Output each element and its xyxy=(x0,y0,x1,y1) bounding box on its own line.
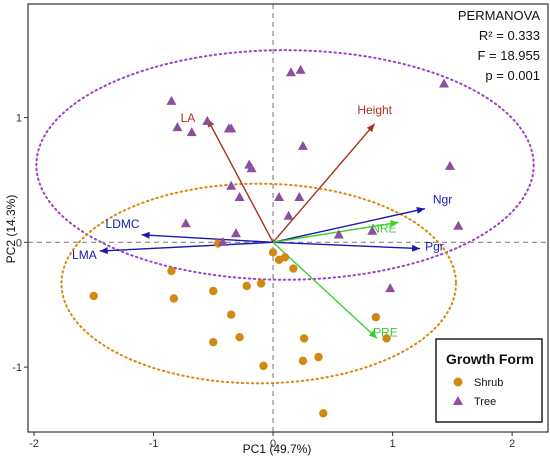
vector-height xyxy=(272,123,376,243)
vector-arrowhead-height xyxy=(366,123,375,133)
point-tree xyxy=(297,140,308,150)
point-shrub xyxy=(289,264,298,273)
plot-frame xyxy=(27,3,549,433)
legend-shrub-marker xyxy=(453,377,463,387)
x-tick-label: 2 xyxy=(509,438,515,450)
point-shrub xyxy=(227,310,236,319)
point-tree xyxy=(180,218,191,228)
point-tree xyxy=(385,283,396,293)
vector-arrowhead-pgr xyxy=(411,244,421,252)
vector-label-ldmc: LDMC xyxy=(106,217,140,231)
vector-label-pgr: Pgr xyxy=(425,240,444,254)
point-tree xyxy=(231,228,241,238)
point-tree xyxy=(283,210,294,220)
vector-arrowhead-pre xyxy=(368,330,378,339)
y-axis-title: PC2 (14.3%) xyxy=(4,195,18,264)
y-tick-label: 0 xyxy=(16,237,22,249)
point-tree xyxy=(234,192,245,202)
stats-title: PERMANOVA xyxy=(458,8,540,23)
vector-label-la: LA xyxy=(181,111,196,125)
x-tick-label: -1 xyxy=(149,438,159,450)
point-shrub xyxy=(209,286,218,296)
vector-pre xyxy=(272,241,378,339)
point-shrub xyxy=(167,266,176,276)
point-tree xyxy=(172,122,183,132)
vector-la xyxy=(206,118,274,243)
vector-nre xyxy=(272,221,399,244)
point-shrub xyxy=(235,332,244,342)
legend: Growth Form Shrub Tree xyxy=(435,338,543,423)
stats-f: F = 18.955 xyxy=(477,48,540,63)
point-shrub xyxy=(89,291,98,301)
point-tree xyxy=(294,192,305,202)
point-tree xyxy=(285,67,296,77)
point-shrub xyxy=(259,361,268,371)
point-tree xyxy=(217,236,228,246)
point-tree xyxy=(166,95,177,105)
vector-arrowhead-lma xyxy=(99,247,108,255)
legend-tree-marker xyxy=(453,396,463,405)
vector-arrowhead-ngr xyxy=(416,206,425,214)
point-tree xyxy=(295,64,306,74)
vector-lma xyxy=(99,241,274,252)
point-shrub xyxy=(268,248,278,257)
confidence-ellipses xyxy=(35,49,535,385)
legend-shrub-label: Shrub xyxy=(474,377,503,389)
point-tree xyxy=(202,115,213,125)
stats-p: p = 0.001 xyxy=(485,68,540,83)
vector-label-nre: NRE xyxy=(371,221,396,235)
point-tree xyxy=(444,160,455,170)
point-tree xyxy=(439,78,449,88)
point-shrub xyxy=(314,352,323,362)
vector-ldmc xyxy=(141,234,274,244)
vector-arrowhead-ldmc xyxy=(141,231,150,239)
point-shrub xyxy=(209,337,218,347)
vector-label-ngr: Ngr xyxy=(433,193,452,207)
point-shrub xyxy=(169,294,179,303)
vector-label-height: Height xyxy=(357,103,392,117)
ellipse-shrub xyxy=(60,182,457,385)
y-tick-label: -1 xyxy=(12,362,22,374)
axes: -2 -1 0 1 2 -1 0 1 xyxy=(12,3,549,450)
x-tick-label: 0 xyxy=(270,438,276,450)
stats-r2: R² = 0.333 xyxy=(479,28,540,43)
y-tick-label: 1 xyxy=(16,113,22,125)
point-shrub xyxy=(298,356,308,366)
reference-lines xyxy=(28,4,548,432)
point-tree xyxy=(274,192,285,202)
x-tick-label: -2 xyxy=(29,438,39,450)
point-shrub xyxy=(242,281,251,291)
point-shrub xyxy=(256,279,266,288)
point-tree xyxy=(367,225,378,235)
point-shrub xyxy=(371,313,381,322)
data-points xyxy=(89,64,464,418)
permanova-stats: PERMANOVA R² = 0.333 F = 18.955 p = 0.00… xyxy=(458,8,540,83)
legend-title: Growth Form xyxy=(446,351,534,367)
legend-tree-label: Tree xyxy=(474,396,496,408)
vector-arrowhead-nre xyxy=(390,220,399,228)
point-shrub xyxy=(299,334,309,343)
point-shrub xyxy=(382,334,391,343)
vector-ngr xyxy=(272,207,426,244)
x-tick-label: 1 xyxy=(390,438,396,450)
vector-label-lma: LMA xyxy=(72,248,97,262)
point-shrub xyxy=(280,253,290,262)
ellipse-tree xyxy=(35,49,535,281)
vector-label-pre: PRE xyxy=(373,325,398,339)
point-shrub xyxy=(319,409,328,418)
vector-pgr xyxy=(273,241,421,250)
x-axis-title: PC1 (49.7%) xyxy=(243,442,312,456)
point-tree xyxy=(186,127,197,137)
point-tree xyxy=(453,220,464,230)
point-tree xyxy=(333,229,344,239)
legend-box xyxy=(435,338,543,423)
point-tree xyxy=(226,180,237,190)
loading-vectors: LA Height LDMC LMA Ngr Pgr NRE PRE xyxy=(72,103,452,340)
point-tree xyxy=(246,163,257,173)
point-tree xyxy=(226,123,237,133)
